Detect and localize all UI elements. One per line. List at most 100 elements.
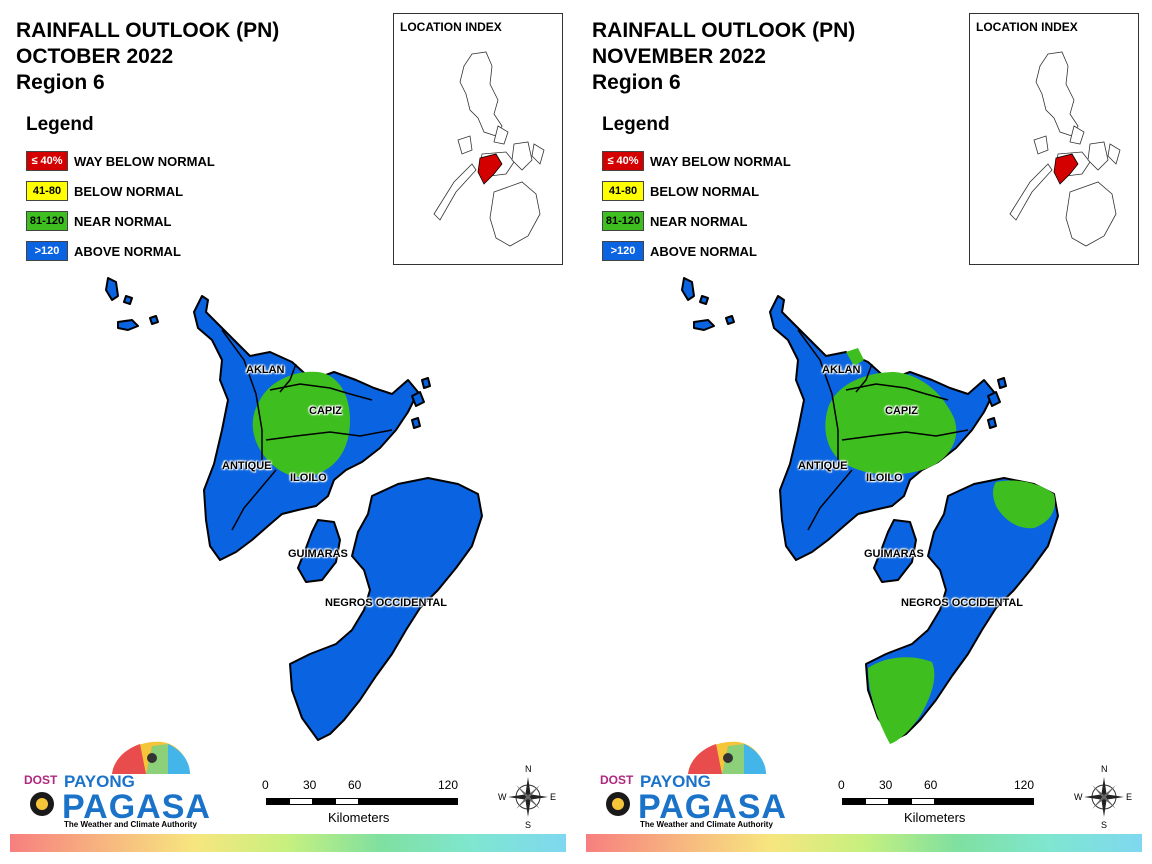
province-label-capiz: CAPIZ (309, 405, 342, 417)
logo-tagline: The Weather and Climate Authority (64, 820, 197, 829)
legend-swatch: ≤ 40% (26, 151, 68, 171)
scale-unit: Kilometers (328, 810, 390, 825)
province-label-guimaras: GUIMARAS (288, 548, 348, 560)
boundary-antique-iloilo (807, 469, 853, 531)
title-line-2: OCTOBER 2022 (16, 45, 174, 68)
province-label-aklan: AKLAN (246, 364, 285, 376)
legend-item-above: >120 ABOVE NORMAL (602, 236, 791, 266)
compass-n: N (1101, 764, 1108, 774)
title-line-3: Region 6 (16, 71, 105, 94)
island-small (117, 319, 139, 331)
map-title: RAINFALL OUTLOOK (PN) NOVEMBER 2022 Regi… (592, 18, 855, 96)
north-arrow: N E S W (498, 764, 558, 830)
location-index: LOCATION INDEX (393, 13, 563, 265)
province-label-iloilo: ILOILO (290, 472, 327, 484)
province-label-antique: ANTIQUE (798, 460, 848, 472)
legend-label: BELOW NORMAL (650, 183, 760, 199)
near-normal-zone-negros-sw (868, 657, 935, 744)
island-small (693, 319, 715, 331)
logo-tagline: The Weather and Climate Authority (640, 820, 773, 829)
boundary-antique-iloilo (231, 469, 277, 531)
boundary-capiz-iloilo (265, 429, 393, 441)
legend-item-way-below: ≤ 40% WAY BELOW NORMAL (26, 146, 215, 176)
scale-tick: 60 (924, 778, 938, 792)
title-line-2: NOVEMBER 2022 (592, 45, 766, 68)
rainfall-map (105, 277, 483, 741)
location-index-title: LOCATION INDEX (400, 20, 502, 34)
near-normal-zone (252, 371, 350, 478)
compass-rose-icon (508, 777, 548, 817)
title-line-3: Region 6 (592, 71, 681, 94)
near-normal-zone-negros-ne (993, 480, 1056, 529)
rainfall-map (681, 277, 1059, 744)
legend-swatch: ≤ 40% (602, 151, 644, 171)
scale-bar-graphic (842, 798, 1034, 805)
legend-item-below: 41-80 BELOW NORMAL (26, 176, 215, 206)
philippines-index-map (1009, 51, 1121, 247)
island-small (123, 295, 133, 305)
region-6-highlight (477, 153, 503, 185)
legend-label: ABOVE NORMAL (74, 243, 181, 259)
compass-e: E (1126, 792, 1133, 802)
legend-label: ABOVE NORMAL (650, 243, 757, 259)
umbrella-icon (606, 741, 766, 816)
logo-pagasa: PAGASA (638, 788, 787, 826)
logo-dost: DOST (24, 773, 58, 787)
legend: Legend ≤ 40% WAY BELOW NORMAL 41-80 BELO… (26, 114, 215, 266)
scale-bar: 0 30 60 120 Kilometers (834, 778, 1044, 828)
boundary-aklan (855, 363, 873, 393)
islet (411, 417, 421, 429)
legend-label: NEAR NORMAL (74, 213, 172, 229)
title-line-1: RAINFALL OUTLOOK (PN) (592, 19, 856, 42)
boundary-aklan-capiz (845, 383, 949, 401)
scale-tick: 0 (838, 778, 845, 792)
islet (987, 417, 997, 429)
logo-dost: DOST (600, 773, 634, 787)
map-title: RAINFALL OUTLOOK (PN) OCTOBER 2022 Regio… (16, 18, 279, 96)
legend-label: WAY BELOW NORMAL (650, 153, 791, 169)
legend-item-below: 41-80 BELOW NORMAL (602, 176, 791, 206)
province-label-negros-occidental: NEGROS OCCIDENTAL (901, 597, 1024, 609)
north-arrow: N E S W (1074, 764, 1134, 830)
panel-october: RAINFALL OUTLOOK (PN) OCTOBER 2022 Regio… (10, 13, 566, 852)
near-normal-zone-panay (825, 372, 957, 475)
compass-n: N (525, 764, 532, 774)
legend-label: WAY BELOW NORMAL (74, 153, 215, 169)
near-normal-zone-aklan-tip (846, 348, 864, 366)
location-index-title: LOCATION INDEX (976, 20, 1078, 34)
legend-item-above: >120 ABOVE NORMAL (26, 236, 215, 266)
boundary-aklan (279, 363, 297, 393)
scale-tick: 30 (303, 778, 317, 792)
compass-w: W (498, 792, 507, 802)
islet (987, 391, 1001, 407)
compass-s: S (1101, 820, 1108, 830)
boundary-capiz-iloilo (841, 429, 969, 441)
island-small (699, 295, 709, 305)
legend-item-near: 81-120 NEAR NORMAL (602, 206, 791, 236)
province-label-antique: ANTIQUE (222, 460, 272, 472)
province-label-iloilo: ILOILO (866, 472, 903, 484)
province-label-guimaras: GUIMARAS (864, 548, 924, 560)
compass-e: E (550, 792, 557, 802)
legend-swatch: 81-120 (602, 211, 644, 231)
footer-gradient-bar (586, 834, 1142, 852)
philippines-index-map (433, 51, 545, 247)
legend-swatch: >120 (26, 241, 68, 261)
footer-gradient-bar (10, 834, 566, 852)
province-label-aklan: AKLAN (822, 364, 861, 376)
compass-s: S (525, 820, 532, 830)
scale-tick: 30 (879, 778, 893, 792)
region-6-highlight (1053, 153, 1079, 185)
scale-bar: 0 30 60 120 Kilometers (258, 778, 468, 828)
guimaras-island (297, 519, 341, 583)
legend-item-near: 81-120 NEAR NORMAL (26, 206, 215, 236)
scale-unit: Kilometers (904, 810, 966, 825)
scale-tick: 60 (348, 778, 362, 792)
island-small (725, 315, 735, 325)
compass-rose-icon (1084, 777, 1124, 817)
legend: Legend ≤ 40% WAY BELOW NORMAL 41-80 BELO… (602, 114, 791, 266)
scale-tick: 120 (438, 778, 459, 792)
legend-swatch: 81-120 (26, 211, 68, 231)
legend-label: BELOW NORMAL (74, 183, 184, 199)
